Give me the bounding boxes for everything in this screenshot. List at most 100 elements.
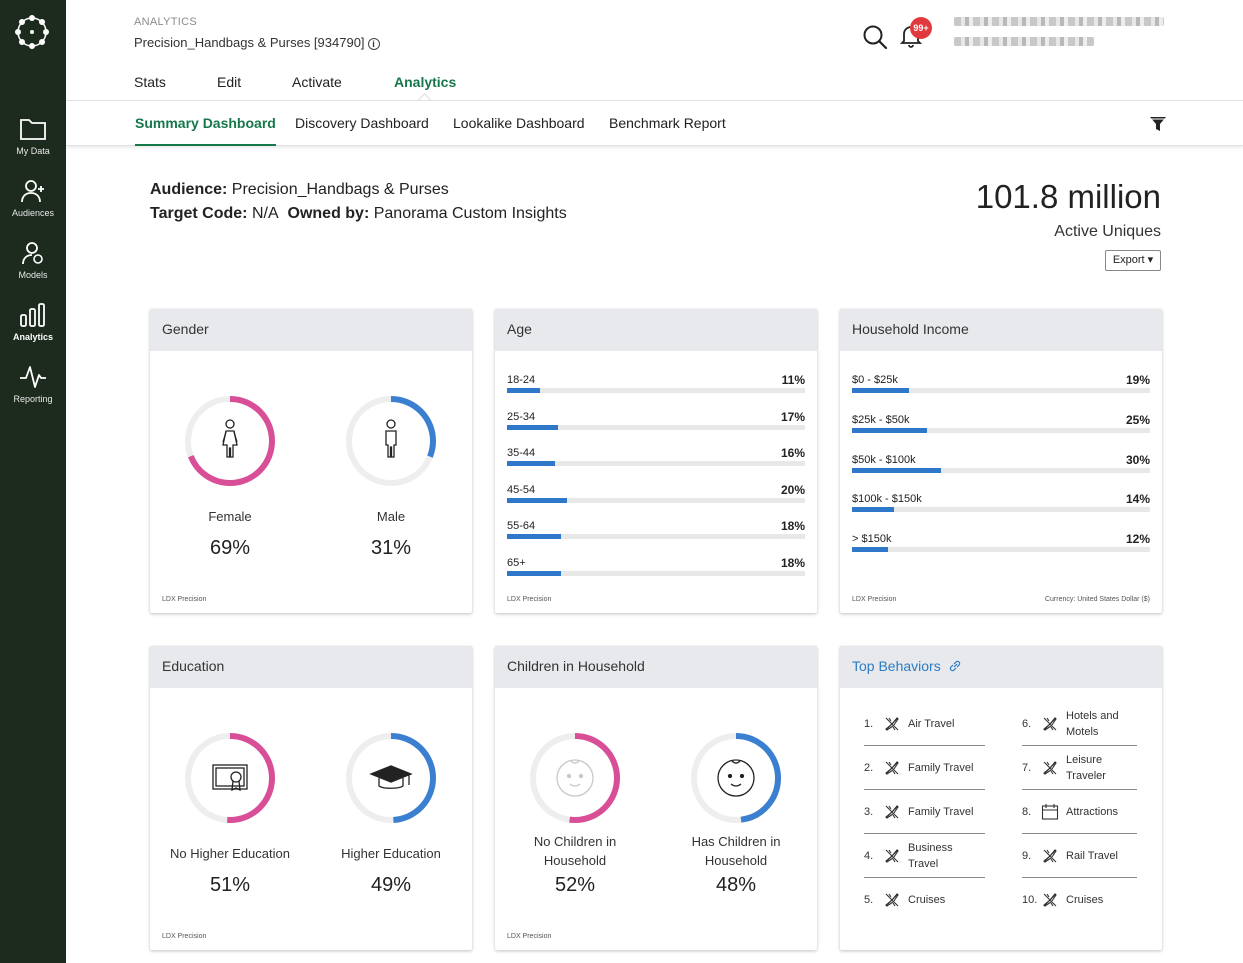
behavior-item[interactable]: 4. Business Travel xyxy=(864,834,985,878)
subtab-summary-dashboard[interactable]: Summary Dashboard xyxy=(135,115,276,146)
target-code-value: N/A xyxy=(251,205,279,222)
bar-fill xyxy=(852,507,894,513)
behavior-rank: 9. xyxy=(1022,850,1032,862)
card-title: Gender xyxy=(150,309,472,351)
tab-analytics[interactable]: Analytics xyxy=(394,74,457,90)
airplane-icon xyxy=(883,803,901,821)
bar-label: 35-44 xyxy=(507,447,536,460)
income-bar-row: > $150k 12% xyxy=(852,532,1150,553)
behavior-label: Cruises xyxy=(1066,894,1104,906)
source-label: LDX Precision xyxy=(162,596,207,603)
app-logo-icon[interactable] xyxy=(12,12,52,52)
behavior-item[interactable]: 3. Family Travel xyxy=(864,790,985,834)
bar-track xyxy=(507,388,805,393)
tab-edit[interactable]: Edit xyxy=(217,74,242,90)
tab-activate[interactable]: Activate xyxy=(292,74,342,90)
bar-label: 65+ xyxy=(507,557,526,569)
female-donut xyxy=(185,396,275,486)
info-icon[interactable]: i xyxy=(367,37,380,50)
income-bar-row: $100k - $150k 14% xyxy=(852,492,1150,513)
sidebar-item-analytics[interactable]: Analytics xyxy=(0,302,66,342)
bar-fill xyxy=(507,571,561,576)
sidebar-item-reporting[interactable]: Reporting xyxy=(0,364,66,404)
higher-education-label: Higher Education xyxy=(341,846,441,861)
age-bar-row: 65+ 18% xyxy=(507,556,805,577)
bar-value: 14% xyxy=(1125,492,1150,507)
bar-label: $100k - $150k xyxy=(852,493,922,506)
bar-label: 25-34 xyxy=(507,410,536,423)
bar-fill xyxy=(507,534,561,540)
card-title-link[interactable]: Top Behaviors xyxy=(840,646,1162,688)
bar-fill xyxy=(852,427,927,433)
no-children-donut xyxy=(530,733,620,823)
bar-value: 17% xyxy=(780,409,805,424)
male-label: Male xyxy=(376,509,406,524)
audience-label: Audience: xyxy=(150,181,228,198)
bar-value: 11% xyxy=(781,373,805,387)
calendar-icon xyxy=(1041,803,1059,821)
bar-fill xyxy=(507,424,558,430)
behavior-label: Cruises xyxy=(908,894,946,906)
male-donut xyxy=(346,396,436,486)
tab-stats[interactable]: Stats xyxy=(134,74,166,90)
bar-track xyxy=(507,497,805,503)
sidebar-item-label: Analytics xyxy=(12,332,54,342)
has-children-value: 48% xyxy=(715,874,757,896)
no-higher-education-label: No Higher Education xyxy=(170,846,290,861)
breadcrumb-audience-title: Precision_Handbags & Purses [934790] i xyxy=(134,35,380,50)
owned-by-label: Owned by: xyxy=(287,205,370,222)
sidebar-item-models[interactable]: Models xyxy=(0,240,66,280)
bar-value: 20% xyxy=(780,482,805,497)
behavior-divider xyxy=(1022,745,1137,746)
filter-icon[interactable] xyxy=(1149,115,1167,133)
subtab-benchmark-report[interactable]: Benchmark Report xyxy=(609,115,726,131)
bar-track xyxy=(507,534,805,540)
sidebar-item-my-data[interactable]: My Data xyxy=(0,116,66,156)
behavior-item[interactable]: 8. Attractions xyxy=(1022,790,1137,834)
behavior-rank: 8. xyxy=(1022,806,1032,818)
male-icon xyxy=(385,419,397,458)
bar-fill xyxy=(852,388,909,393)
no-children-label-line2: Household xyxy=(543,853,607,868)
male-value: 31% xyxy=(370,537,412,559)
currency-label: Currency: United States Dollar ($) xyxy=(1044,596,1150,603)
behavior-item[interactable]: 6. Hotels and Motels xyxy=(1022,702,1137,746)
bar-fill xyxy=(852,547,888,553)
subtab-lookalike-dashboard[interactable]: Lookalike Dashboard xyxy=(453,115,585,131)
behavior-divider xyxy=(1022,833,1137,834)
has-children-label: Has Children in Household xyxy=(656,832,816,870)
behavior-rank: 5. xyxy=(864,894,874,906)
card-title: Household Income xyxy=(840,309,1162,351)
age-bar-row: 55-64 18% xyxy=(507,519,805,540)
bar-label: 18-24 xyxy=(507,374,536,386)
search-icon[interactable] xyxy=(862,24,888,50)
behavior-item[interactable]: 2. Family Travel xyxy=(864,746,985,790)
age-bar-row: 18-24 11% xyxy=(507,373,805,394)
behavior-item[interactable]: 7. Leisure Traveler xyxy=(1022,746,1137,790)
behavior-item[interactable]: 10. Cruises xyxy=(1022,878,1137,922)
breadcrumb-section: ANALYTICS xyxy=(134,16,198,28)
behavior-divider xyxy=(864,877,985,878)
female-label: Female xyxy=(208,509,252,524)
bar-value: 18% xyxy=(780,556,805,570)
subtab-discovery-dashboard[interactable]: Discovery Dashboard xyxy=(295,115,429,131)
education-card: Education No Higher Education 51% Higher… xyxy=(150,646,472,950)
sidebar-item-audiences[interactable]: Audiences xyxy=(0,178,66,218)
export-dropdown-button[interactable]: Export ▾ xyxy=(1105,250,1161,271)
bar-value: 16% xyxy=(780,446,805,461)
behavior-divider xyxy=(864,789,985,790)
behavior-item[interactable]: 1. Air Travel xyxy=(864,702,985,746)
audience-summary: Audience: Precision_Handbags & Purses Ta… xyxy=(150,178,567,226)
active-uniques-label: Active Uniques xyxy=(1054,223,1161,240)
airplane-icon xyxy=(1041,847,1059,865)
behavior-item[interactable]: 5. Cruises xyxy=(864,878,985,922)
bar-value: 30% xyxy=(1125,452,1150,467)
bar-value: 19% xyxy=(1125,373,1150,387)
behavior-item[interactable]: 9. Rail Travel xyxy=(1022,834,1137,878)
card-title: Top Behaviors xyxy=(852,658,941,674)
baby-face-icon xyxy=(717,759,755,797)
folder-icon xyxy=(20,119,46,140)
user-email-blurred xyxy=(954,37,1094,46)
sidebar-item-label: My Data xyxy=(16,146,50,156)
diploma-icon xyxy=(212,764,248,792)
